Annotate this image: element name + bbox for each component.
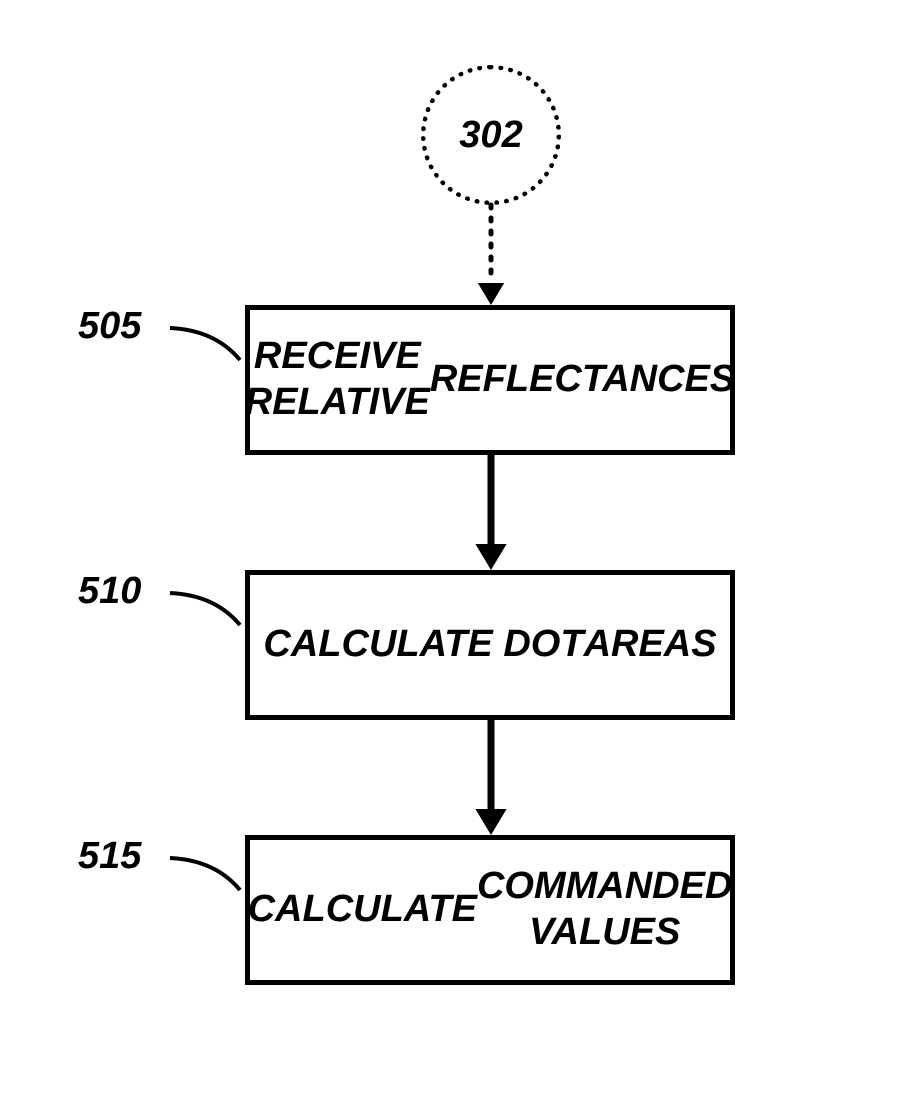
process-box-515: CALCULATECOMMANDED VALUES xyxy=(245,835,735,985)
start-node: 302 xyxy=(421,65,561,205)
flowchart-canvas: 302 RECEIVE RELATIVEREFLECTANCES CALCULA… xyxy=(0,0,913,1095)
ref-label-510: 510 xyxy=(78,570,141,613)
ref-label-515: 515 xyxy=(78,835,141,878)
process-box-505: RECEIVE RELATIVEREFLECTANCES xyxy=(245,305,735,455)
process-box-510: CALCULATE DOTAREAS xyxy=(245,570,735,720)
ref-label-505: 505 xyxy=(78,305,141,348)
